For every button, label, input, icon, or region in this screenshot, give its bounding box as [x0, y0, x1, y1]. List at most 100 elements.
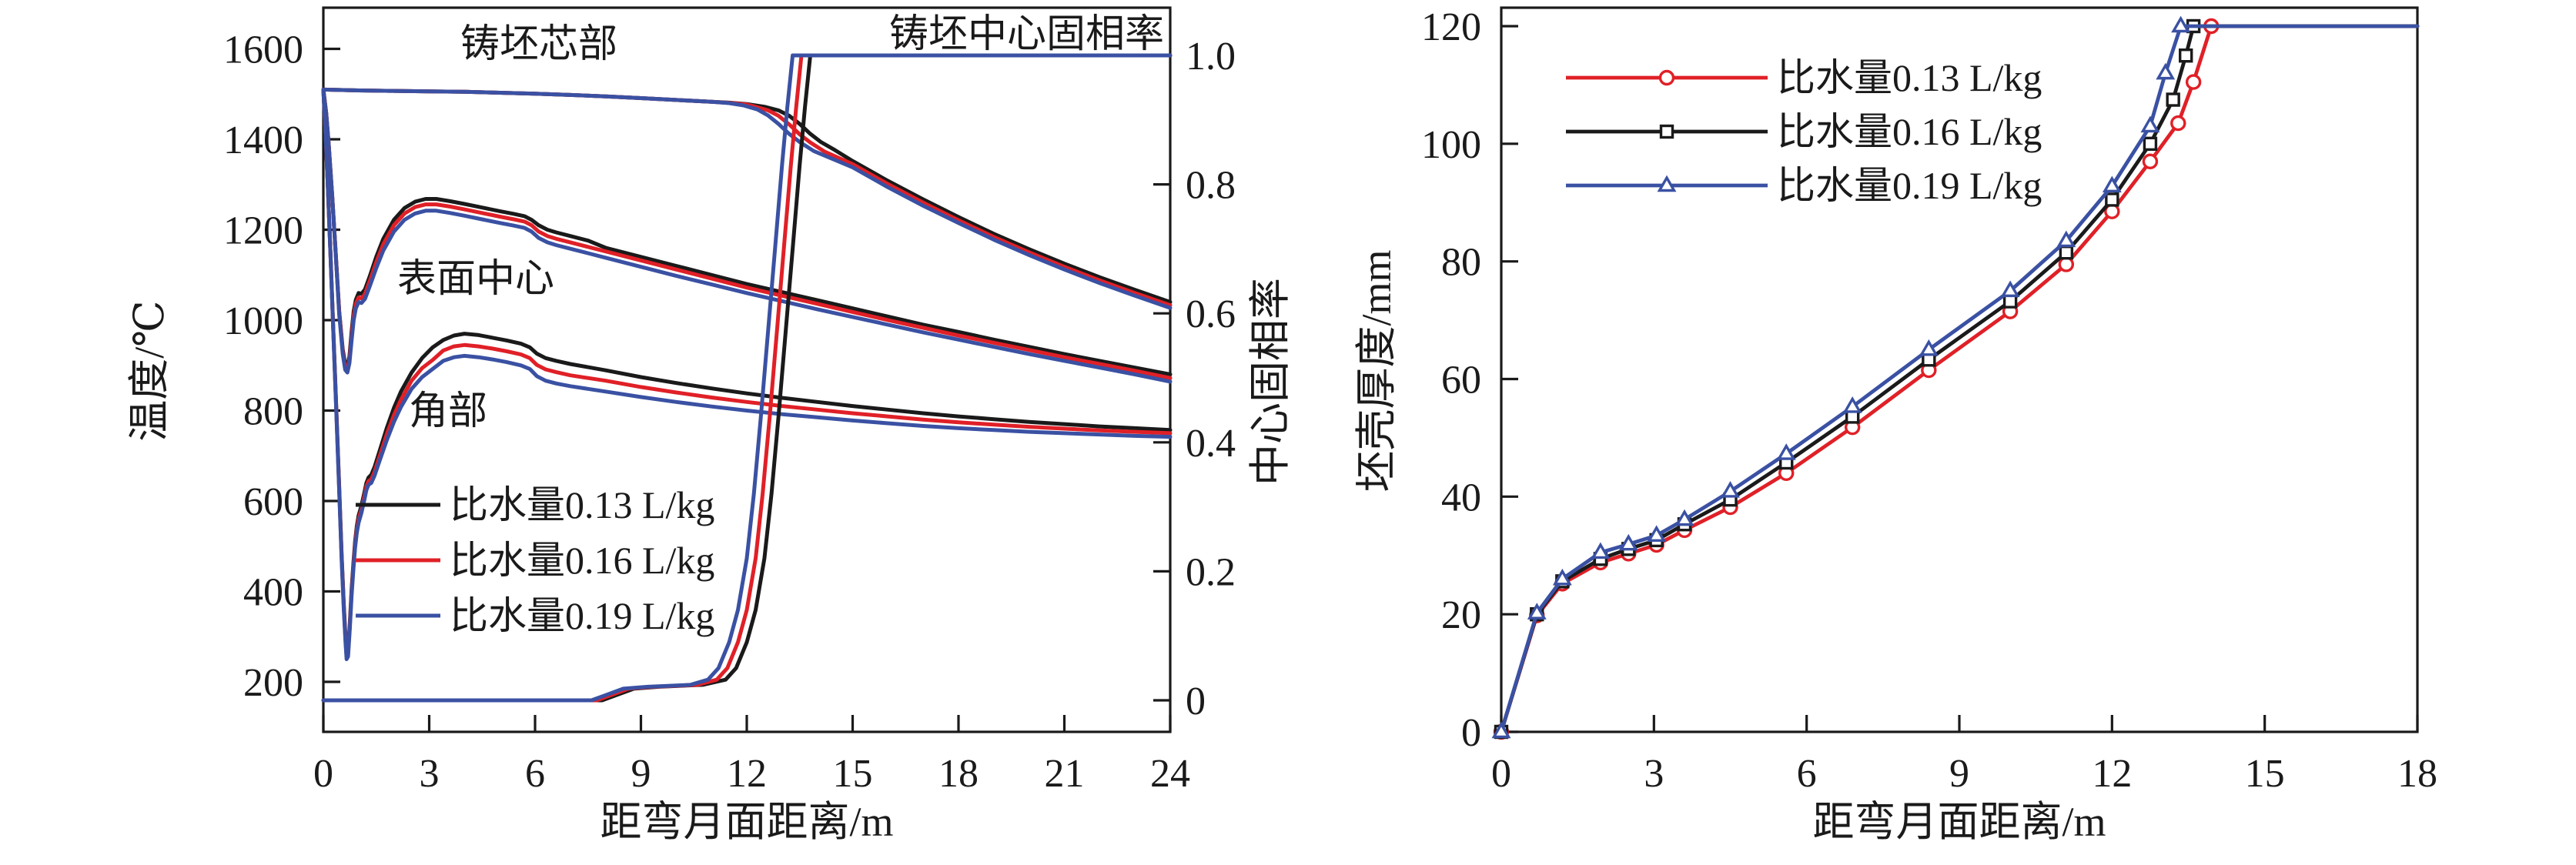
- series-marker-shell-016: [2143, 136, 2158, 152]
- x-tick-label: 0: [313, 752, 333, 796]
- series-line-solid-fraction-019: [321, 53, 1173, 703]
- series-marker-shell-016: [2059, 245, 2074, 260]
- series-marker-shell-019: [2056, 230, 2076, 248]
- legend-item: 比水量0.19 L/kg: [356, 594, 714, 637]
- y-tick-label-left: 1000: [223, 299, 303, 343]
- y-tick-label-left: 20: [1441, 593, 1481, 637]
- series-marker-shell-019: [1919, 339, 1939, 356]
- legend-label: 比水量0.13 L/kg: [1777, 56, 2042, 99]
- series-line-corner-019: [321, 87, 1173, 662]
- series-marker-shell-016: [2105, 192, 2119, 207]
- series-marker-shell-013: [2142, 153, 2159, 169]
- y-tick-label-left: 200: [243, 661, 303, 705]
- y-tick-label-left: 1600: [223, 28, 303, 72]
- x-axis-title: 距弯月面距离/m: [600, 799, 893, 845]
- y-axis-title-right: 中心固相率: [1247, 278, 1293, 486]
- y-tick-label-right: 0.8: [1186, 164, 1236, 208]
- series-marker-shell-013: [2058, 256, 2075, 272]
- legend-item: 比水量0.16 L/kg: [1566, 110, 2042, 153]
- legend: 比水量0.13 L/kg 比水量0.16 L/kg 比水量0.19 L/kg: [356, 483, 714, 637]
- y-tick-label-left: 0: [1461, 711, 1481, 755]
- x-tick-label: 18: [938, 752, 979, 796]
- y-axis-title-left: 坯壳厚度/mm: [1353, 249, 1400, 492]
- x-tick-label: 15: [832, 752, 872, 796]
- legend-item: 比水量0.19 L/kg: [1566, 164, 2042, 207]
- y-tick-label-right: 0.6: [1186, 292, 1236, 336]
- series-marker-shell-019: [2156, 62, 2176, 80]
- x-tick-label: 21: [1044, 752, 1084, 796]
- legend-label: 比水量0.16 L/kg: [450, 539, 714, 582]
- left-chart-temperature-solid-fraction: 0 3 6 9 12 15 18 21 24 200 400 600 800 1000 1200 1400 16…: [126, 6, 1293, 845]
- x-tick-label: 9: [1949, 752, 1969, 796]
- x-tick-label: 0: [1491, 752, 1511, 796]
- y-tick-label-left: 600: [243, 480, 303, 524]
- series-marker-shell-019: [1674, 509, 1694, 526]
- series-marker-shell-019: [1591, 542, 1611, 559]
- series-marker-shell-019: [1647, 525, 1667, 542]
- y-tick-label-right: 0.2: [1186, 550, 1236, 594]
- series-marker-shell-019: [1776, 443, 1796, 460]
- legend-item: 比水量0.16 L/kg: [356, 539, 714, 582]
- legend-item: 比水量0.13 L/kg: [356, 483, 714, 526]
- y-tick-label-right: 1.0: [1186, 35, 1236, 78]
- series-marker-shell-016: [2166, 92, 2180, 107]
- series-marker-shell-019: [1618, 533, 1638, 551]
- series-line-core-019: [321, 87, 1173, 310]
- series-marker-shell-019: [1552, 568, 1572, 586]
- y-tick-label-left: 1200: [223, 209, 303, 253]
- x-tick-label: 24: [1150, 752, 1190, 796]
- series-marker-shell-019: [1491, 721, 1511, 739]
- series-marker-shell-013: [2170, 115, 2186, 132]
- legend-label: 比水量0.16 L/kg: [1777, 110, 2042, 153]
- series-line-surface-016: [321, 87, 1173, 380]
- series-marker-shell-019: [1721, 481, 1740, 498]
- legend-label: 比水量0.19 L/kg: [450, 594, 714, 637]
- x-tick-label: 12: [2092, 752, 2132, 796]
- y-tick-label-left: 120: [1421, 5, 1481, 49]
- x-tick-label: 3: [1644, 752, 1664, 796]
- x-tick-label: 3: [419, 752, 439, 796]
- series-line-surface-019: [321, 87, 1173, 384]
- annotation-core: 铸坯芯部: [460, 23, 617, 66]
- legend-marker: [1657, 175, 1677, 192]
- y-tick-label-left: 800: [243, 390, 303, 434]
- x-tick-label: 6: [1797, 752, 1817, 796]
- annotation-corner: 角部: [409, 390, 487, 433]
- y-tick-label-left: 60: [1441, 358, 1481, 402]
- legend-item: 比水量0.13 L/kg: [1566, 56, 2042, 99]
- x-tick-label: 12: [727, 752, 767, 796]
- x-tick-label: 9: [631, 752, 651, 796]
- legend-marker: [1658, 69, 1675, 86]
- y-tick-label-right: 0: [1186, 680, 1206, 723]
- y-tick-label-left: 1400: [223, 119, 303, 162]
- annotation-surface-center: 表面中心: [397, 258, 554, 301]
- annotation-center-solid-fraction: 铸坯中心固相率: [889, 13, 1164, 56]
- legend-label: 比水量0.13 L/kg: [450, 483, 714, 526]
- x-tick-label: 18: [2397, 752, 2437, 796]
- y-tick-label-left: 100: [1421, 123, 1481, 167]
- series-marker-shell-016: [2178, 48, 2193, 63]
- legend-marker: [1659, 124, 1674, 139]
- y-axis-title-left: 温度/℃: [126, 300, 172, 441]
- series-marker-shell-019: [1527, 603, 1547, 620]
- x-tick-label: 15: [2245, 752, 2285, 796]
- y-tick-label-left: 80: [1441, 241, 1481, 285]
- legend: 比水量0.13 L/kg 比水量0.16 L/kg 比水量0.19 L/kg: [1566, 56, 2042, 207]
- right-chart-shell-thickness: 0 3 6 9 12 15 18 0 20 40 60 80 100 120 坯壳厚度/mm 距弯月面距离/m…: [1353, 5, 2437, 845]
- legend-label: 比水量0.19 L/kg: [1777, 164, 2042, 207]
- x-axis-title: 距弯月面距离/m: [1812, 799, 2106, 845]
- series-marker-shell-019: [2171, 15, 2191, 33]
- series-marker-shell-013: [2185, 74, 2202, 90]
- series-marker-shell-019: [2102, 175, 2122, 193]
- series-marker-shell-019: [1842, 396, 1862, 413]
- series-marker-shell-019: [2140, 115, 2160, 133]
- y-tick-label-left: 400: [243, 571, 303, 615]
- series-marker-shell-016: [2002, 294, 2018, 309]
- series-marker-shell-019: [2000, 280, 2020, 298]
- x-tick-label: 6: [525, 752, 545, 796]
- series-line-surface-013: [321, 87, 1173, 376]
- y-tick-label-right: 0.4: [1186, 422, 1236, 466]
- y-tick-label-left: 40: [1441, 476, 1481, 519]
